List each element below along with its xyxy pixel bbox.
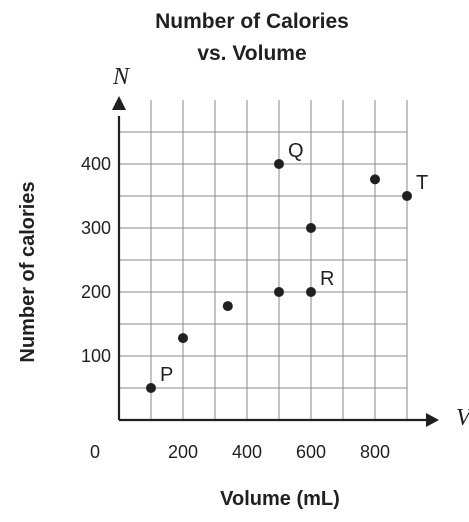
- y-axis-arrow: [112, 96, 126, 110]
- y-tick-label: 200: [81, 282, 111, 302]
- data-point: [306, 223, 316, 233]
- origin-label: 0: [90, 442, 100, 462]
- data-point: [402, 191, 412, 201]
- x-axis-arrow: [426, 413, 439, 427]
- data-point: [370, 174, 380, 185]
- y-tick-label: 400: [81, 154, 111, 174]
- chart-title-line-1: Number of Calories: [155, 10, 349, 33]
- chart-title-line-2: vs. Volume: [197, 42, 306, 65]
- point-label: T: [416, 172, 428, 194]
- point-label: P: [160, 364, 173, 386]
- y-axis-variable: N: [112, 64, 131, 90]
- data-points: P Q R T: [146, 140, 428, 393]
- point-label: R: [320, 268, 334, 290]
- data-point: [274, 159, 284, 169]
- y-axis-label: Number of calories: [17, 181, 39, 362]
- x-axis-variable: V: [456, 405, 469, 431]
- data-point: [306, 287, 316, 297]
- data-point: [222, 301, 233, 312]
- y-tick-label: 100: [81, 346, 111, 366]
- data-point: [274, 287, 284, 297]
- data-point: [146, 383, 156, 393]
- tick-labels: 200 400 600 800 100 200 300 400: [81, 154, 390, 462]
- grid-lines: [119, 100, 408, 420]
- x-axis-label: Volume (mL): [220, 488, 340, 510]
- point-label: Q: [288, 140, 304, 162]
- data-point: [178, 333, 188, 344]
- y-tick-label: 300: [81, 218, 111, 238]
- x-tick-label: 200: [168, 442, 198, 462]
- x-tick-label: 600: [296, 442, 326, 462]
- axes: [112, 96, 439, 427]
- x-tick-label: 800: [360, 442, 390, 462]
- x-tick-label: 400: [232, 442, 262, 462]
